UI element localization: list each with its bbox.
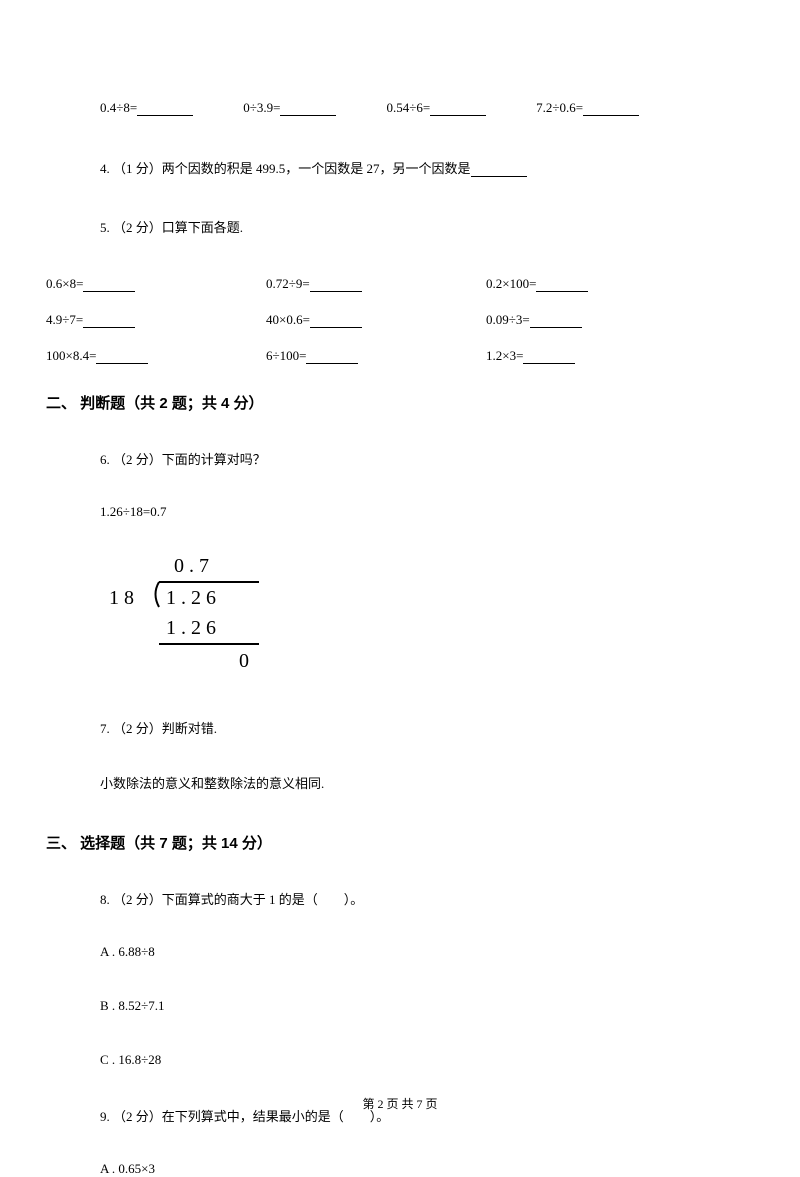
question-6: 6. （2 分）下面的计算对吗？ <box>46 449 754 468</box>
q8-choice-b: B . 8.52÷7.1 <box>46 998 754 1014</box>
question-5: 5. （2 分）口算下面各题. <box>46 217 754 236</box>
q7-text: 小数除法的意义和整数除法的意义相同. <box>46 773 754 792</box>
calc-r2c3: 0.09÷3= <box>486 312 706 328</box>
calc-r1c2: 0.72÷9= <box>266 276 486 292</box>
question-8: 8. （2 分）下面算式的商大于 1 的是（ ）。 <box>46 889 754 908</box>
calc-r2c1: 4.9÷7= <box>46 312 266 328</box>
calc-r3c3: 1.2×3= <box>486 348 706 364</box>
quotient-text: 0 . 7 <box>174 555 209 577</box>
calc-r3c2: 6÷100= <box>266 348 486 364</box>
calc-r3c1: 100×8.4= <box>46 348 266 364</box>
expr-1c: 0.54÷6= <box>386 100 486 116</box>
expr-1b: 0÷3.9= <box>243 100 336 116</box>
section-2-header: 二、 判断题（共 2 题；共 4 分） <box>46 392 754 413</box>
calc-r2c2: 40×0.6= <box>266 312 486 328</box>
expr-1d: 7.2÷0.6= <box>536 100 639 116</box>
q9-choice-a: A . 0.65×3 <box>46 1161 754 1177</box>
q8-choice-a: A . 6.88÷8 <box>46 944 754 960</box>
divisor-text: 1 8 <box>109 587 134 609</box>
calc-r1c1: 0.6×8= <box>46 276 266 292</box>
page-content: 0.4÷8= 0÷3.9= 0.54÷6= 7.2÷0.6= 4. （1 分）两… <box>46 0 754 1177</box>
dividend-text: 1 . 2 6 <box>166 587 216 609</box>
page-footer: 第 2 页 共 7 页 <box>0 1095 800 1112</box>
q8-choice-c: C . 16.8÷28 <box>46 1052 754 1068</box>
question-7: 7. （2 分）判断对错. <box>46 718 754 737</box>
sub1-text: 1 . 2 6 <box>166 617 216 639</box>
long-division: 0 . 7 1 8 1 . 2 6 1 . 2 6 0 <box>46 552 754 682</box>
calc-grid: 0.6×8= 0.72÷9= 0.2×100= 4.9÷7= 40×0.6= 0… <box>46 276 754 364</box>
calc-r1c3: 0.2×100= <box>486 276 706 292</box>
q6-expression: 1.26÷18=0.7 <box>46 504 754 520</box>
expr-1a: 0.4÷8= <box>100 100 193 116</box>
remainder-text: 0 <box>239 650 249 672</box>
section-3-header: 三、 选择题（共 7 题；共 14 分） <box>46 832 754 853</box>
question-4: 4. （1 分）两个因数的积是 499.5，一个因数是 27，另一个因数是 <box>46 158 754 177</box>
blank-row-1: 0.4÷8= 0÷3.9= 0.54÷6= 7.2÷0.6= <box>46 100 754 116</box>
